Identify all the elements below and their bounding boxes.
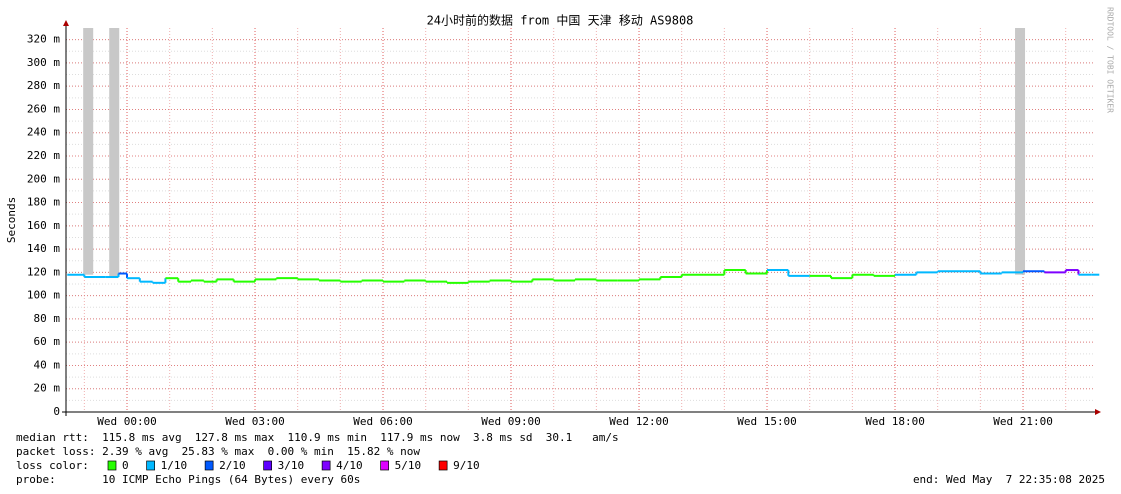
y-tick-label: 240 m [27, 126, 60, 139]
smoke [83, 28, 94, 275]
x-tick-label: Wed 18:00 [865, 415, 925, 428]
y-tick-label: 120 m [27, 265, 60, 278]
x-tick-label: Wed 06:00 [353, 415, 413, 428]
watermark: RRDTOOL / TOBI OETIKER [1106, 7, 1115, 113]
y-tick-label: 60 m [34, 335, 61, 348]
x-tick-label: Wed 21:00 [993, 415, 1053, 428]
y-tick-label: 20 m [34, 382, 61, 395]
y-tick-label: 300 m [27, 56, 60, 69]
legend-swatch [321, 460, 331, 471]
axis-arrow [1095, 409, 1101, 415]
legend-label: 1/10 [161, 459, 188, 472]
x-tick-label: Wed 12:00 [609, 415, 669, 428]
y-tick-label: 40 m [34, 358, 61, 371]
y-tick-label: 260 m [27, 102, 60, 115]
y-tick-label: 220 m [27, 149, 60, 162]
y-tick-label: 0 [53, 405, 60, 418]
stats-line: packet loss: 2.39 % avg 25.83 % max 0.00… [16, 445, 420, 458]
legend-label: 9/10 [453, 459, 480, 472]
legend-title: loss color: [16, 459, 89, 472]
end-time: end: Wed May 7 22:35:08 2025 [913, 473, 1105, 486]
x-tick-label: Wed 09:00 [481, 415, 541, 428]
y-axis-label: Seconds [5, 197, 18, 243]
y-tick-label: 320 m [27, 33, 60, 46]
legend-label: 2/10 [219, 459, 246, 472]
y-tick-label: 140 m [27, 242, 60, 255]
legend-swatch [146, 460, 155, 471]
legend-label: 5/10 [395, 459, 422, 472]
smoke [1015, 28, 1026, 275]
y-tick-label: 80 m [34, 312, 61, 325]
chart-title: 24小时前的数据 from 中国 天津 移动 AS9808 [427, 13, 694, 28]
legend-label: 3/10 [278, 459, 305, 472]
legend-swatch [107, 460, 117, 471]
legend-label: 4/10 [336, 459, 363, 472]
y-tick-label: 200 m [27, 172, 60, 185]
stats-line: median rtt: 115.8 ms avg 127.8 ms max 11… [16, 431, 619, 444]
legend-swatch [263, 460, 272, 471]
x-tick-label: Wed 03:00 [225, 415, 285, 428]
legend-swatch [438, 460, 448, 471]
axis-arrow [63, 20, 69, 26]
probe: probe: 10 ICMP Echo Pings (64 Bytes) eve… [16, 473, 360, 486]
x-tick-label: Wed 15:00 [737, 415, 797, 428]
y-tick-label: 160 m [27, 219, 60, 232]
legend-swatch [204, 460, 214, 471]
y-tick-label: 180 m [27, 196, 60, 209]
x-tick-label: Wed 00:00 [97, 415, 157, 428]
legend-swatch [380, 460, 389, 471]
smoke [109, 28, 120, 278]
y-tick-label: 280 m [27, 79, 60, 92]
legend-label: 0 [122, 459, 129, 472]
y-tick-label: 100 m [27, 289, 60, 302]
